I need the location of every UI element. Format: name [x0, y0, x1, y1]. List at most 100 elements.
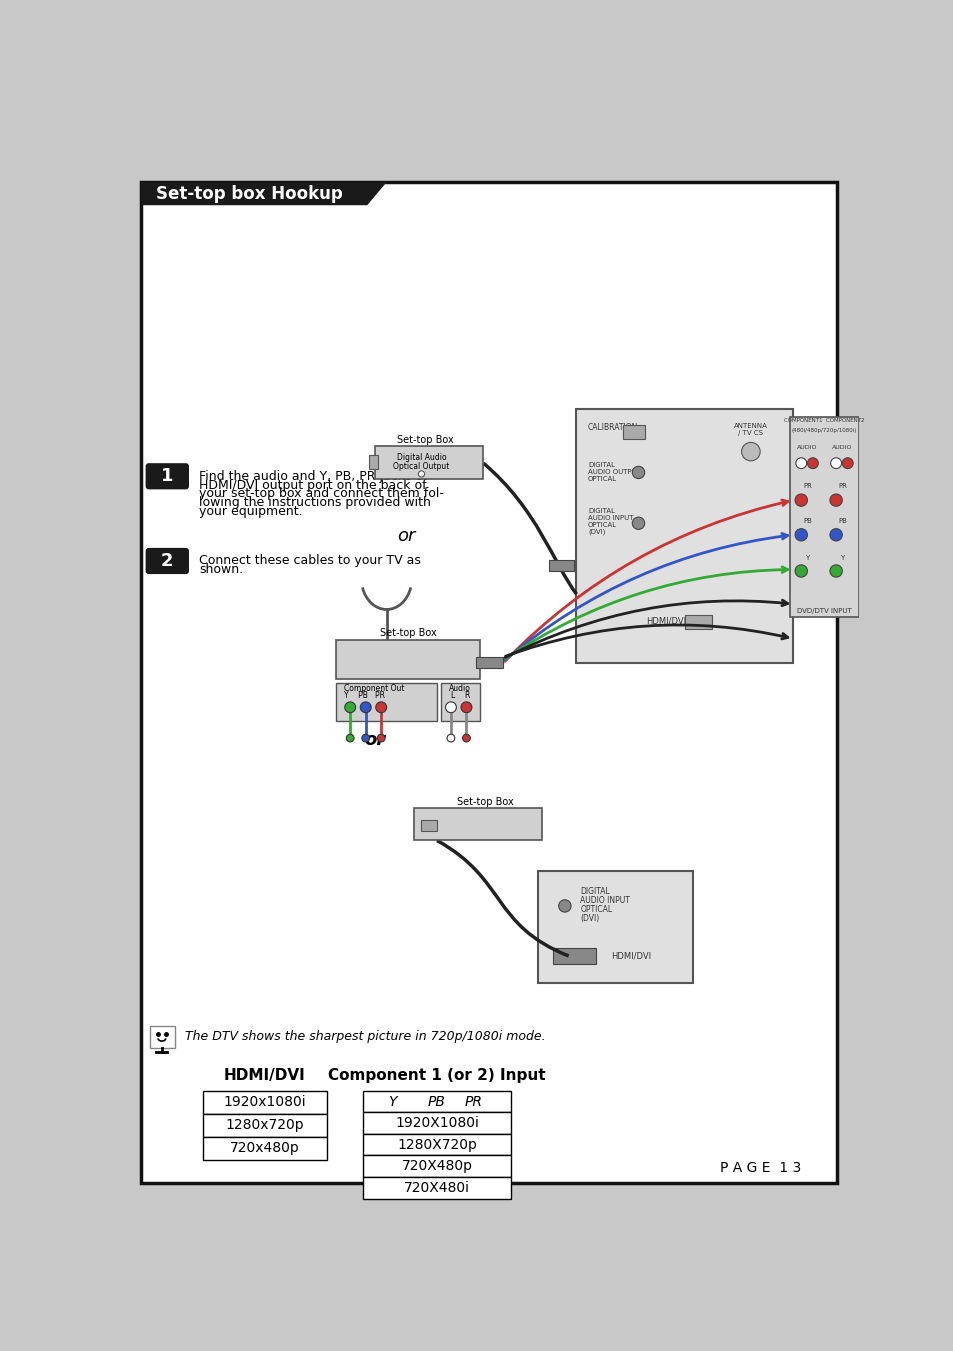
- Circle shape: [460, 703, 472, 713]
- Text: Y: Y: [840, 555, 843, 561]
- Text: HDMI/DVI: HDMI/DVI: [645, 616, 685, 626]
- Circle shape: [558, 900, 571, 912]
- Text: or: or: [396, 527, 415, 546]
- Circle shape: [344, 703, 355, 713]
- Bar: [363, 1090, 510, 1112]
- Bar: [150, 1025, 174, 1047]
- Circle shape: [795, 458, 806, 469]
- Text: your set-top box and connect them fol-: your set-top box and connect them fol-: [199, 488, 443, 500]
- Circle shape: [632, 466, 644, 478]
- Bar: [414, 808, 541, 840]
- Text: DIGITAL
AUDIO INPUT
OPTICAL
(DVI): DIGITAL AUDIO INPUT OPTICAL (DVI): [587, 508, 633, 535]
- Text: Component 1 (or 2) Input: Component 1 (or 2) Input: [328, 1067, 545, 1084]
- Circle shape: [829, 528, 841, 540]
- Text: 720X480p: 720X480p: [401, 1159, 472, 1173]
- Text: Set-top Box: Set-top Box: [379, 628, 436, 638]
- Text: AUDIO INPUT: AUDIO INPUT: [579, 896, 630, 905]
- Text: L: L: [450, 692, 454, 700]
- Text: Component Out: Component Out: [344, 684, 404, 693]
- Bar: [553, 948, 596, 963]
- Text: lowing the instructions provided with: lowing the instructions provided with: [199, 496, 431, 509]
- FancyBboxPatch shape: [146, 549, 189, 574]
- Bar: [363, 1177, 510, 1198]
- Text: 1920X1080i: 1920X1080i: [395, 1116, 478, 1129]
- Text: CALIBRATION: CALIBRATION: [587, 423, 638, 432]
- Text: Y: Y: [804, 555, 809, 561]
- Text: Audio: Audio: [449, 684, 471, 693]
- Text: Connect these cables to your TV as: Connect these cables to your TV as: [199, 554, 420, 567]
- Circle shape: [794, 494, 806, 507]
- Polygon shape: [141, 182, 386, 205]
- Text: Digital Audio: Digital Audio: [396, 453, 446, 462]
- Text: HDMI/DVI: HDMI/DVI: [611, 951, 651, 961]
- Bar: [549, 561, 574, 571]
- Text: Y: Y: [388, 1094, 396, 1109]
- Text: Set-top Box: Set-top Box: [456, 797, 514, 807]
- Bar: [537, 871, 692, 984]
- Circle shape: [377, 734, 385, 742]
- Circle shape: [360, 703, 371, 713]
- Text: PB: PB: [428, 1094, 445, 1109]
- Text: 720X480i: 720X480i: [403, 1181, 470, 1194]
- Circle shape: [806, 458, 818, 469]
- Bar: [335, 682, 436, 721]
- Bar: [576, 409, 793, 663]
- Text: PR: PR: [464, 1094, 482, 1109]
- Text: shown.: shown.: [199, 563, 243, 577]
- Bar: [363, 1133, 510, 1155]
- Text: COMPONENT1  COMPONENT2: COMPONENT1 COMPONENT2: [783, 419, 863, 423]
- Text: R: R: [464, 692, 469, 700]
- Bar: [789, 417, 859, 617]
- Circle shape: [740, 442, 760, 461]
- Text: 1280x720p: 1280x720p: [226, 1119, 304, 1132]
- Text: DIGITAL
AUDIO OUTPUT
OPTICAL: DIGITAL AUDIO OUTPUT OPTICAL: [587, 462, 640, 482]
- Text: 720x480p: 720x480p: [230, 1142, 299, 1155]
- Text: AUDIO: AUDIO: [797, 446, 817, 450]
- Circle shape: [794, 528, 806, 540]
- Text: 1280X720p: 1280X720p: [396, 1138, 476, 1151]
- Circle shape: [361, 734, 369, 742]
- Text: Find the audio and Y, PB, PR jacks or: Find the audio and Y, PB, PR jacks or: [199, 470, 428, 482]
- Text: PR: PR: [802, 484, 811, 489]
- Text: PB: PB: [802, 517, 811, 524]
- Text: HDMI/DVI output port on the back of: HDMI/DVI output port on the back of: [199, 478, 426, 492]
- Circle shape: [632, 517, 644, 530]
- Text: 1: 1: [161, 467, 173, 485]
- Circle shape: [841, 458, 852, 469]
- Circle shape: [346, 734, 354, 742]
- Text: DIGITAL: DIGITAL: [579, 886, 610, 896]
- Circle shape: [418, 471, 424, 477]
- Text: P A G E  1 3: P A G E 1 3: [720, 1161, 801, 1175]
- Text: or: or: [364, 731, 385, 750]
- Text: ANTENNA
/ TV CS: ANTENNA / TV CS: [733, 423, 767, 436]
- Bar: [203, 1090, 327, 1113]
- Text: Optical Output: Optical Output: [393, 462, 449, 470]
- Circle shape: [829, 494, 841, 507]
- Text: The DTV shows the sharpest picture in 720p/1080i mode.: The DTV shows the sharpest picture in 72…: [185, 1031, 545, 1043]
- Circle shape: [830, 458, 841, 469]
- Bar: [369, 455, 377, 469]
- Text: AUDIO: AUDIO: [831, 446, 852, 450]
- Text: 1920x1080i: 1920x1080i: [223, 1096, 306, 1109]
- Circle shape: [445, 703, 456, 713]
- Text: 2: 2: [161, 553, 173, 570]
- Text: Set-top box Hookup: Set-top box Hookup: [156, 185, 343, 203]
- Text: PB: PB: [837, 517, 846, 524]
- Bar: [375, 446, 483, 478]
- Text: (DVI): (DVI): [579, 915, 599, 924]
- Text: HDMI/DVI: HDMI/DVI: [224, 1067, 306, 1084]
- Bar: [335, 640, 479, 678]
- Bar: [203, 1113, 327, 1138]
- Circle shape: [447, 734, 455, 742]
- Text: your equipment.: your equipment.: [199, 505, 302, 519]
- Text: Set-top Box: Set-top Box: [396, 435, 454, 444]
- Bar: [476, 657, 502, 667]
- Circle shape: [462, 734, 470, 742]
- Bar: [203, 1138, 327, 1161]
- Bar: [421, 820, 436, 831]
- Circle shape: [794, 565, 806, 577]
- Bar: [440, 682, 479, 721]
- Bar: [622, 424, 644, 439]
- FancyBboxPatch shape: [146, 463, 189, 489]
- Text: OPTICAL: OPTICAL: [579, 905, 612, 915]
